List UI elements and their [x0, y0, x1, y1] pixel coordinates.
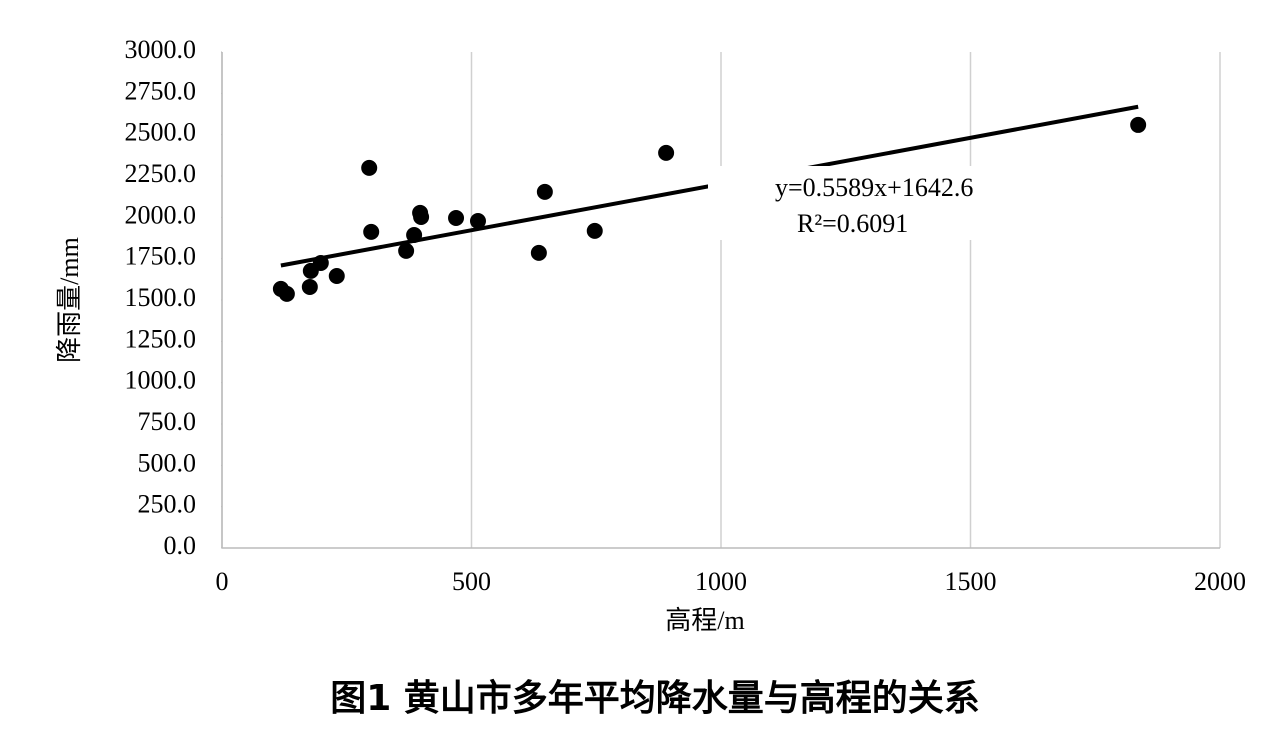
point: [328, 268, 345, 285]
point: [278, 285, 295, 302]
y-tick-label: 1750.0: [125, 242, 197, 271]
y-tick-label: 0.0: [164, 531, 197, 560]
trend-equation: y=0.5589x+1642.6: [775, 173, 973, 202]
x-tick-label: 1000: [695, 567, 747, 596]
y-tick-label: 750.0: [138, 407, 197, 436]
x-tick-label: 2000: [1194, 567, 1246, 596]
point: [361, 159, 378, 176]
point: [398, 242, 415, 259]
x-tick-label: 1500: [945, 567, 997, 596]
point: [530, 244, 547, 261]
y-tick-label: 1000.0: [125, 366, 197, 395]
x-axis-label: 高程/m: [665, 606, 744, 635]
point: [469, 212, 486, 229]
y-tick-label: 500.0: [138, 448, 197, 477]
y-tick-label: 2250.0: [125, 159, 197, 188]
y-axis-label: 降雨量/mm: [55, 237, 84, 363]
point: [301, 278, 318, 295]
point: [658, 144, 675, 161]
point: [586, 222, 603, 239]
point: [363, 223, 380, 240]
caption: 图1 黄山市多年平均降水量与高程的关系: [330, 678, 980, 719]
point: [312, 254, 329, 271]
y-tick-label: 2750.0: [125, 76, 197, 105]
point: [448, 209, 465, 226]
point: [536, 183, 553, 200]
point: [1130, 116, 1147, 133]
y-tick-label: 250.0: [138, 490, 197, 519]
equation-box: [708, 166, 1008, 240]
y-tick-label: 3000.0: [125, 35, 197, 64]
y-tick-label: 2500.0: [125, 118, 197, 147]
trend-r2: R²=0.6091: [797, 209, 908, 238]
y-tick-label: 1250.0: [125, 324, 197, 353]
y-tick-label: 2000.0: [125, 200, 197, 229]
y-tick-label: 1500.0: [125, 283, 197, 312]
point: [413, 209, 430, 226]
x-tick-label: 0: [216, 567, 229, 596]
x-tick-label: 500: [452, 567, 491, 596]
point: [406, 227, 423, 244]
